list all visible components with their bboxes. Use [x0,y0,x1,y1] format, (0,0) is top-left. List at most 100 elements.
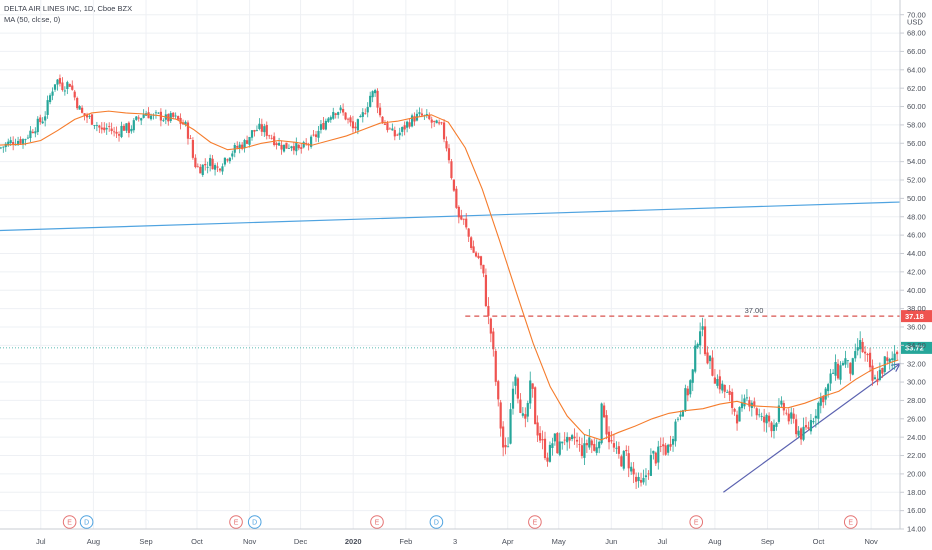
candle-down [393,130,396,137]
candle-down [538,433,542,441]
candle-up [162,120,165,122]
candle-up [36,118,39,133]
grid-lines [0,0,900,530]
candle-up [327,118,330,122]
candle-down [61,82,64,91]
candle-down [108,126,111,127]
candlesticks [0,74,899,490]
candle-up [595,447,598,453]
candle-down [733,408,736,412]
candle-down [795,419,798,435]
candle-down [494,350,497,382]
candle-down [413,116,416,122]
candle-up [9,140,12,144]
candle-up [317,130,320,138]
candle-up [425,114,428,116]
candle-down [292,146,295,151]
candle-up [667,444,670,453]
candle-down [280,144,283,150]
candle-up [891,358,894,360]
candle-down [273,136,276,146]
candle-up [34,131,37,134]
candle-up [282,144,286,152]
candle-down [71,85,74,90]
candle-down [664,445,667,455]
candle-up [209,157,212,166]
candle-up [566,436,569,443]
candle-down [314,134,318,137]
candle-up [873,377,877,380]
candle-up [231,153,234,157]
horizontal-trendline [0,201,901,232]
candle-down [270,137,273,139]
candle-up [509,409,512,444]
candle-down [822,396,825,403]
candle-up [827,384,830,392]
candle-down [804,425,808,428]
candle-down [886,357,889,361]
candle-up [135,116,138,120]
candle-up [622,451,625,469]
moving-average-line [0,110,899,441]
price-tick-label: 64.00 [907,65,926,74]
time-tick-label: Oct [191,537,204,546]
candle-up [740,403,744,409]
candle-down [297,144,300,149]
candle-up [851,358,854,375]
candle-down [568,437,571,441]
candle-up [356,119,359,131]
price-tick-label: 42.00 [907,267,926,276]
candle-up [681,410,684,417]
time-tick-label: 3 [453,537,457,546]
candle-down [718,376,721,390]
candle-up [184,121,187,125]
candle-down [383,123,387,125]
candle-up [775,423,778,427]
candle-down [73,91,76,98]
candle-up [691,369,694,383]
candle-up [295,142,298,152]
candle-up [854,351,857,359]
candle-down [211,158,214,170]
candle-down [617,446,620,454]
candle-down [763,416,766,423]
candle-down [770,422,773,432]
candle-up [63,90,66,92]
event-marker-label: E [694,520,699,527]
candle-down [753,401,756,407]
candle-down [573,436,576,439]
candle-up [248,136,251,145]
symbol-title[interactable]: DELTA AIR LINES INC, 1D, Cboe BZX [4,4,133,13]
candle-down [457,206,460,218]
candle-up [140,118,143,121]
candle-up [255,130,259,131]
time-axis[interactable]: Jul Aug Sep Oct Nov Dec 2020 Feb 3 Apr May Jun Jul Au… [0,528,900,546]
indicator-title[interactable]: MA (50, close, 0) [4,15,61,24]
candle-up [777,405,781,422]
candle-down [731,392,734,408]
candle-down [450,161,453,179]
candle-up [78,106,81,110]
candle-up [174,115,177,117]
candle-up [644,475,648,478]
time-tick-label: Sep [761,537,774,546]
last-price-label: 33.72 [905,344,924,353]
candle-up [689,380,692,395]
price-tick-label: 24.00 [907,433,926,442]
event-marker-label: E [67,520,72,527]
candle-down [364,113,367,115]
candle-up [649,454,652,476]
price-tick-label: 32.00 [907,359,926,368]
dividend-marker [247,515,262,529]
candle-up [684,388,687,411]
candle-up [243,140,246,149]
candle-up [337,112,340,115]
candle-down [735,414,739,424]
candle-down [179,117,182,124]
candle-up [514,376,517,386]
candle-down [799,428,803,440]
price-axis[interactable]: 70.00 68.00 66.00 64.00 62.00 60.00 58.00 56.00… [899,0,926,534]
candle-up [511,388,515,409]
candle-up [708,355,712,362]
